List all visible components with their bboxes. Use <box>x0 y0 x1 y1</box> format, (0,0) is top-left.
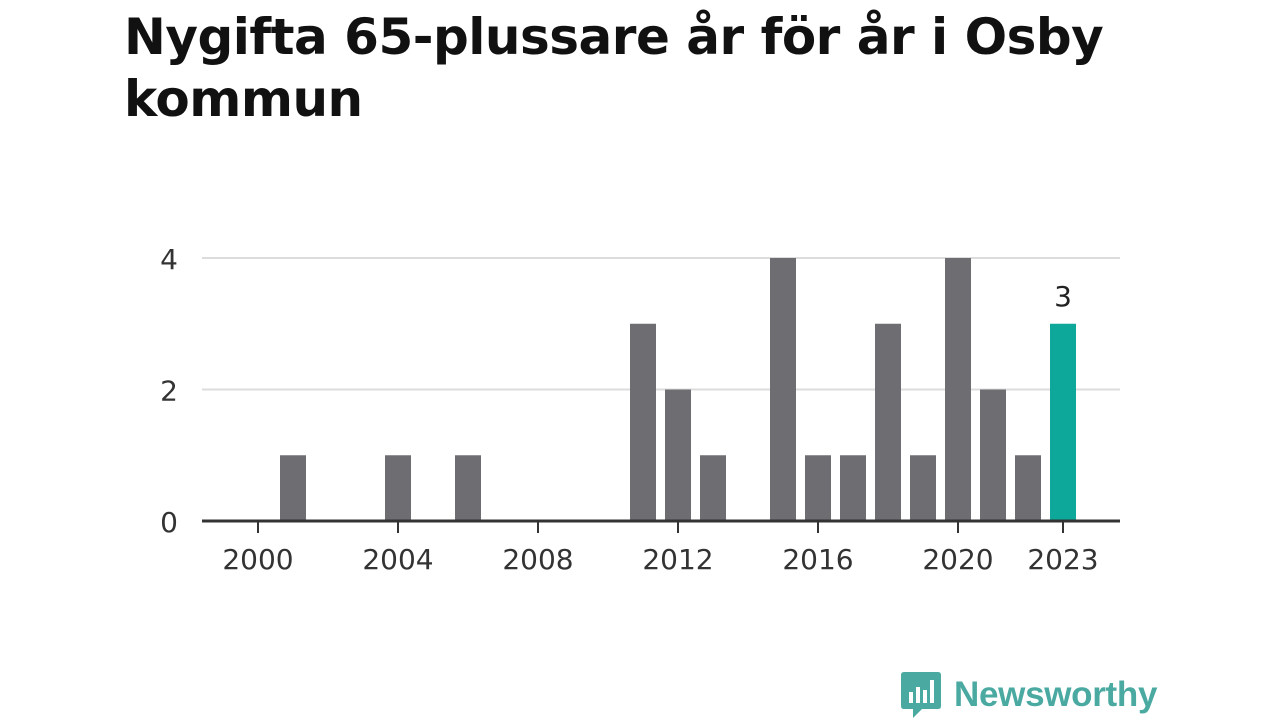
y-tick-label: 0 <box>160 506 178 539</box>
bar-2021 <box>980 389 1006 521</box>
bar-2006 <box>455 455 481 521</box>
bar-2015 <box>770 258 796 521</box>
highlight-value-label: 3 <box>1054 280 1072 313</box>
x-tick-label: 2008 <box>502 543 573 576</box>
bar-2004 <box>385 455 411 521</box>
bar-2017 <box>840 455 866 521</box>
x-tick-label: 2004 <box>362 543 433 576</box>
axes <box>202 519 1120 533</box>
gridlines <box>202 257 1120 391</box>
y-tick-label: 2 <box>160 375 178 408</box>
bar-2023 <box>1050 323 1076 521</box>
logo-text: Newsworthy <box>954 675 1158 714</box>
x-tick-label: 2000 <box>222 543 293 576</box>
bar-2011 <box>630 323 656 521</box>
labels: 0 2 4 3 2000 2004 2008 2012 2016 2020 2023 <box>160 243 1098 576</box>
bar-2020 <box>945 258 971 521</box>
bar-2018 <box>875 323 901 521</box>
bar-2001 <box>280 455 306 521</box>
newsworthy-logo-icon <box>901 672 941 718</box>
bar-2016 <box>805 455 831 521</box>
bar-2022 <box>1015 455 1041 521</box>
chart-title: Nygifta 65-plussare år för år i Osby kom… <box>124 8 1104 128</box>
bar-2012 <box>665 389 691 521</box>
x-tick-label: 2023 <box>1027 543 1098 576</box>
x-tick-label: 2016 <box>782 543 853 576</box>
bar-2019 <box>910 455 936 521</box>
bar-2013 <box>700 455 726 521</box>
y-tick-label: 4 <box>160 243 178 276</box>
x-tick-label: 2020 <box>922 543 993 576</box>
bars <box>280 258 1076 521</box>
x-tick-label: 2012 <box>642 543 713 576</box>
newsworthy-logo: Newsworthy <box>900 670 1157 720</box>
